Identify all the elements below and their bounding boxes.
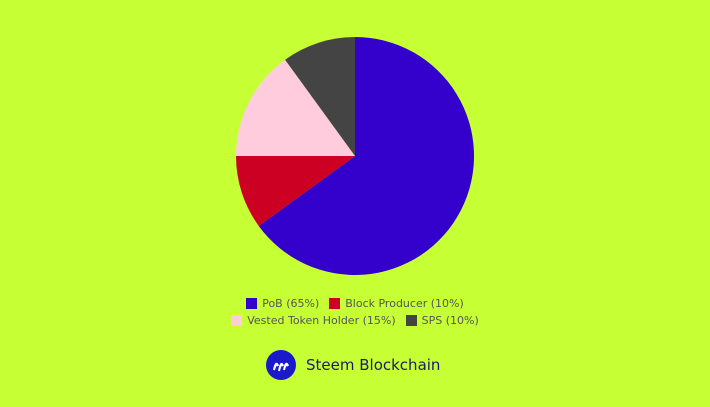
- footer-text: Steem Blockchain: [306, 356, 441, 374]
- legend-swatch: [329, 298, 341, 309]
- footer: Steem Blockchain: [266, 350, 440, 380]
- legend-row: PoB (65%) Block Producer (10%): [246, 297, 464, 310]
- legend-row: Vested Token Holder (15%) SPS (10%): [231, 314, 479, 327]
- chart: [236, 37, 475, 275]
- legend-item: Vested Token Holder (15%): [231, 314, 396, 327]
- legend-label: SPS (10%): [421, 314, 479, 327]
- pie-slice: [236, 156, 355, 226]
- legend-swatch: [246, 298, 258, 309]
- legend-swatch: [405, 315, 417, 326]
- legend-label: Block Producer (10%): [345, 297, 464, 310]
- logo: [266, 350, 296, 380]
- legend-item: SPS (10%): [405, 314, 479, 327]
- pie-slice: [285, 37, 355, 156]
- pie-slice: [258, 37, 475, 275]
- legend-item: PoB (65%): [246, 297, 319, 310]
- legend-label: PoB (65%): [262, 297, 320, 310]
- legend-label: Vested Token Holder (15%): [247, 314, 396, 327]
- pie-slice: [236, 59, 355, 157]
- legend: PoB (65%) Block Producer (10%) Vested Toke…: [0, 297, 710, 327]
- legend-item: Block Producer (10%): [329, 297, 464, 310]
- legend-swatch: [231, 315, 243, 326]
